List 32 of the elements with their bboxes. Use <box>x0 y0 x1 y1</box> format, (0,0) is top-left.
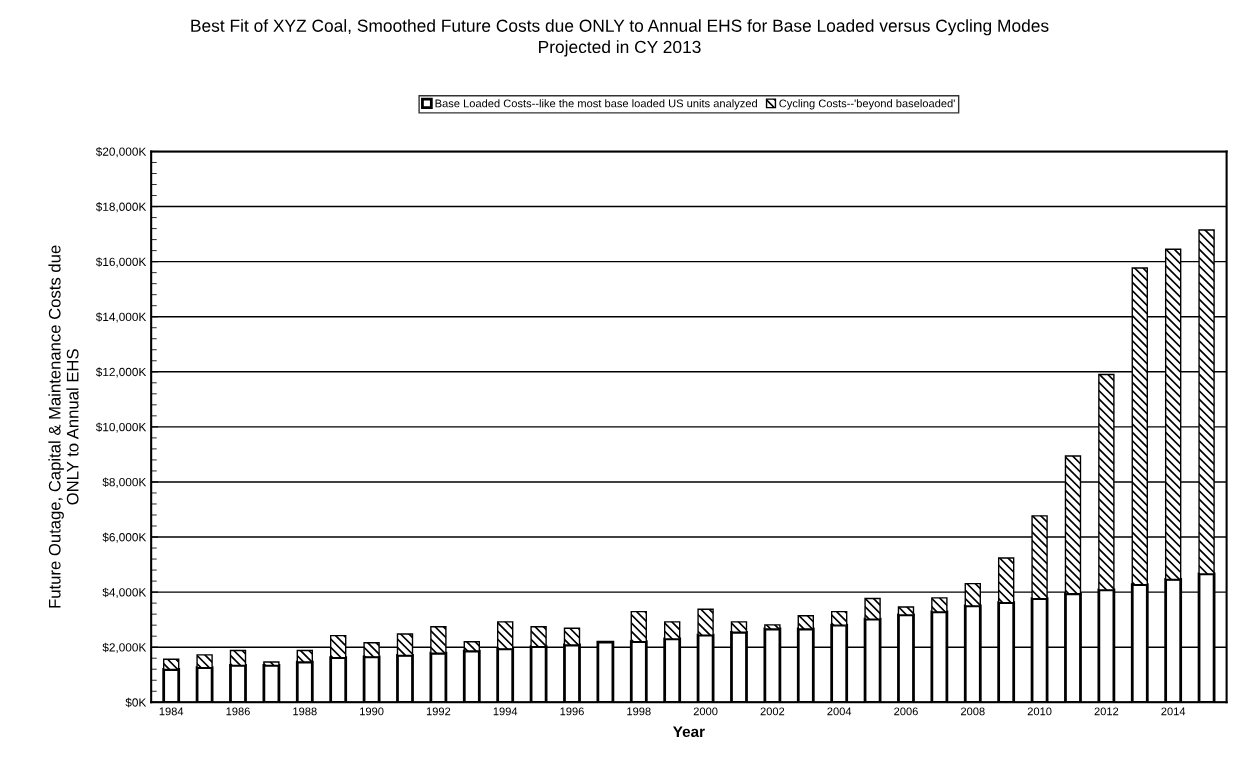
y-tick-label: $16,000K <box>95 257 147 268</box>
x-tick-label: 2000 <box>693 707 718 716</box>
y-tick-label: $10,000K <box>95 422 147 433</box>
y-tick-label: $8,000K <box>102 477 147 488</box>
y-tick-label: $6,000K <box>102 532 147 543</box>
legend-label: Base Loaded Costs--like the most base loaded US units analyzed <box>435 99 757 110</box>
x-tick-label: 1988 <box>293 707 317 716</box>
x-tick-label: 2012 <box>1094 707 1119 716</box>
x-tick-label: 1990 <box>360 707 384 716</box>
x-tick-label: 1992 <box>426 707 451 716</box>
y-tick-label: $20,000K <box>95 147 147 158</box>
y-tick-label: $4,000K <box>102 587 147 598</box>
x-tick-label: 1986 <box>226 707 250 716</box>
x-tick-label: 1994 <box>493 707 518 716</box>
y-tick-label: $12,000K <box>95 367 147 378</box>
x-tick-label: 2010 <box>1027 707 1052 716</box>
x-tick-label: 2006 <box>894 707 918 716</box>
x-tick-label: 1996 <box>560 707 584 716</box>
x-tick-label: 2002 <box>760 707 785 716</box>
y-tick-label: $0K <box>125 697 147 708</box>
x-tick-label: 1998 <box>627 707 651 716</box>
x-tick-label: 2004 <box>827 707 852 716</box>
y-tick-label: $14,000K <box>95 312 147 323</box>
y-tick-label: $18,000K <box>95 202 147 213</box>
x-tick-label: 2014 <box>1161 707 1186 716</box>
legend-label: Cycling Costs--'beyond baseloaded' <box>779 99 955 110</box>
chart-title: Best Fit of XYZ Coal, Smoothed Future Costs due ONLY to Annual EHS for Base Loaded versus Cycling Modes Projected in CY 2013 <box>191 19 1049 57</box>
x-tick-label: 1984 <box>159 707 184 716</box>
y-tick-label: $2,000K <box>102 642 147 653</box>
x-axis-title: Year <box>673 726 705 738</box>
x-tick-label: 2008 <box>960 707 985 716</box>
y-axis-title: Future Outage, Capital & Maintenance Costs due ONLY to Annual EHS <box>48 245 79 608</box>
